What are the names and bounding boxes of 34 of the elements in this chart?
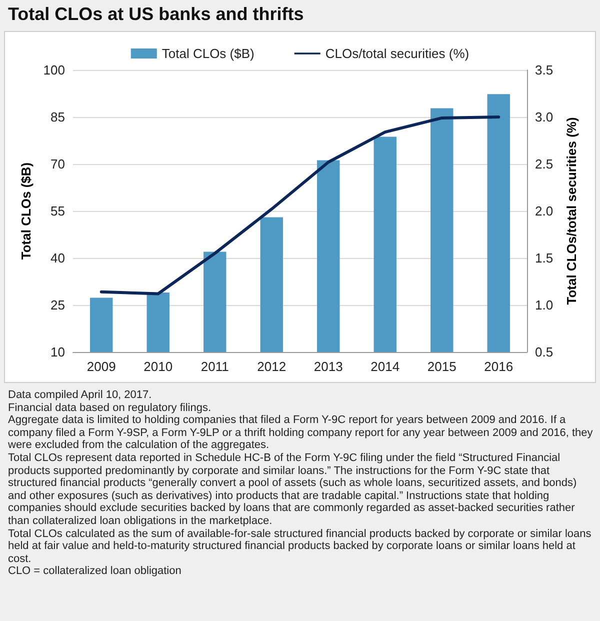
x-tick-label: 2009	[86, 359, 116, 374]
x-tick-label: 2010	[144, 359, 173, 374]
chart-title: Total CLOs at US banks and thrifts	[0, 0, 600, 27]
x-tick-label: 2014	[370, 359, 400, 374]
y-tick-label: 85	[50, 110, 65, 124]
y-tick-label: 40	[50, 250, 65, 266]
x-tick-label: 2011	[200, 359, 229, 374]
x-tick-label: 2016	[484, 359, 514, 374]
x-tick-label: 2015	[427, 359, 456, 374]
text: CLO = collateralized loan obligation	[8, 565, 182, 578]
y-tick-label: 100	[43, 62, 65, 78]
text: Aggregate data is limited to holding companies that filed a Form Y-9C report for years between 2009 and 2016. If a company filed a Form Y-9SP, a Form Y-9LP or a thrift holding company report for any year between 2009 and 2016, they were excluded from the calculation of the aggregates.	[8, 414, 594, 452]
y2-tick-label: 2.0	[535, 204, 554, 218]
text: Total CLOs represent data reported in Schedule HC-B of the Form Y-9C filing under the field “Structured Financial products supported predominantly by corporate and similar loans.” The instructions for the Form Y-9C state that structured financial products “generally convert a pool of assets (such as whole loans, securitized assets, and bonds) and other exposures (such as derivatives) into products that are tradable capital.” Instructions state that holding companies should exclude securities backed by loans that are commonly regarded as asset-backed securities rather than collateralized loan obligations in the marketplace.	[8, 452, 578, 528]
y2-axis-title: Total CLOs/total securities (%)	[564, 117, 579, 305]
y2-tick-label: 1.5	[535, 250, 554, 266]
y-tick-label: 10	[50, 344, 65, 360]
line-series	[100, 116, 500, 296]
y2-tick-label: 2.5	[535, 156, 554, 172]
y2-tick-label: 3.0	[535, 110, 554, 124]
y-tick-label: 70	[50, 156, 65, 172]
y2-tick-label: 3.5	[535, 62, 554, 78]
text: Total CLOs calculated as the sum of available-for-sale structured financial products backed by corporate or similar loans held at fair value and held-to-maturity structured financial products backed by corporate loans or similar loans held at cost.	[8, 528, 592, 566]
legend-label: CLOs/total securities (%)	[325, 46, 470, 61]
x-tick-label: 2013	[314, 359, 343, 374]
y-tick-label: 55	[50, 204, 65, 218]
y-axis-title: Total CLOs ($B)	[18, 162, 34, 260]
y2-tick-label: 1.0	[535, 298, 554, 312]
text: Financial data based on regulatory filings.	[8, 402, 212, 414]
y-tick-label: 25	[50, 298, 65, 312]
y2-tick-label: 0.5	[535, 344, 554, 360]
x-tick-label: 2012	[257, 359, 286, 374]
text: Data compiled April 10, 2017.	[8, 389, 153, 402]
legend-label: Total CLOs ($B)	[162, 46, 254, 61]
